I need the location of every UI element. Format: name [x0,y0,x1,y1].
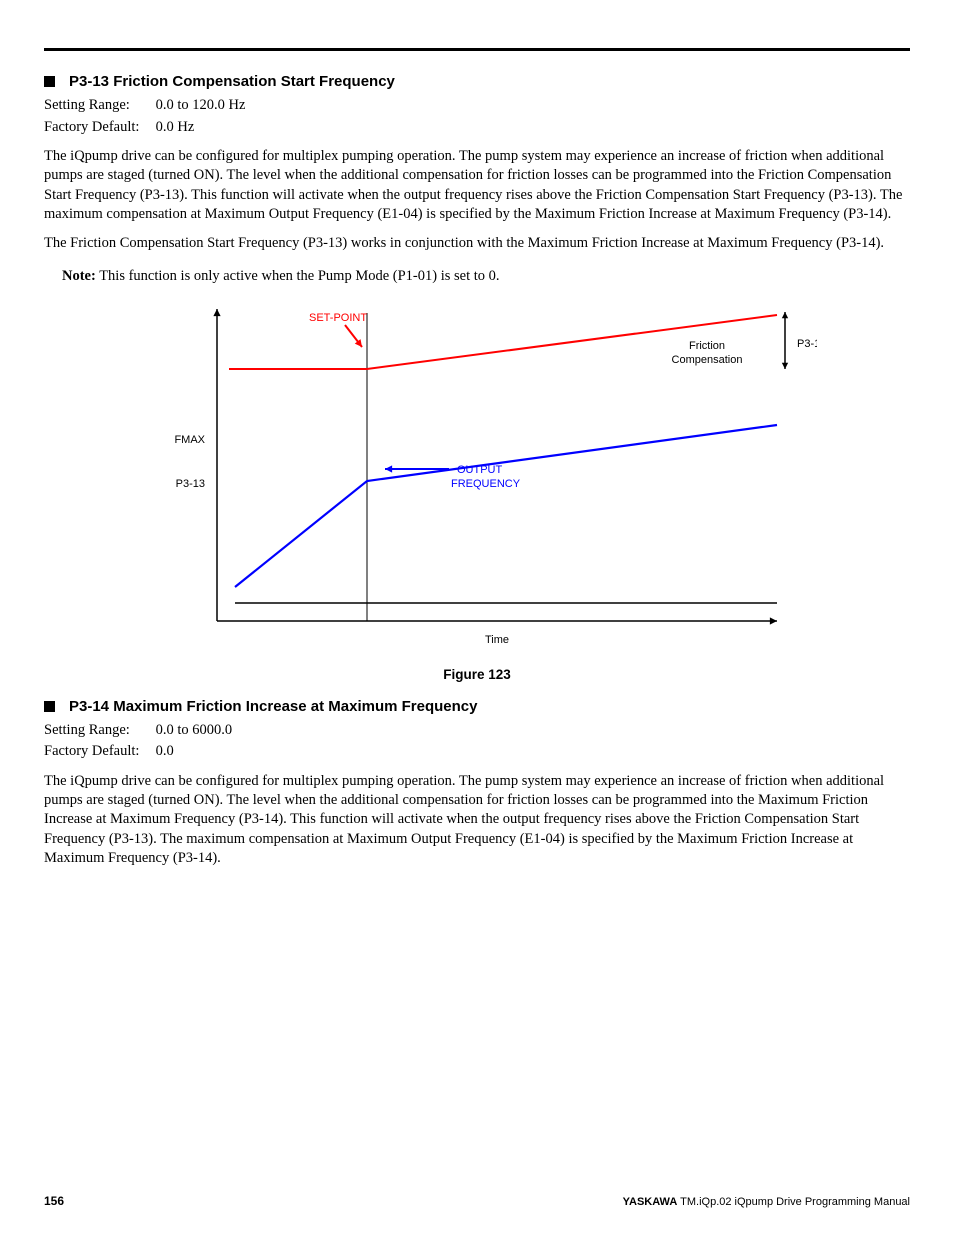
figure-123-wrap: SET-POINT OUTPUT FREQUENCY Friction Compensa… [44,291,910,661]
page-number: 156 [44,1194,64,1208]
factory-default-value: 0.0 [156,743,174,759]
svg-text:Friction: Friction [689,340,725,352]
note-row: Note: This function is only active when … [62,268,910,285]
note-text: This function is only active when the Pu… [96,268,500,284]
svg-text:P3-14: P3-14 [797,338,817,350]
setting-range-value: 0.0 to 6000.0 [156,722,233,738]
factory-default-label: Factory Default: [44,742,152,762]
top-rule [44,48,910,51]
setting-range-row: Setting Range: 0.0 to 120.0 Hz [44,96,910,116]
footer-brand: YASKAWA [623,1196,678,1208]
section-title-text: P3-14 Maximum Friction Increase at Maxim… [69,698,910,715]
footer-right: YASKAWA TM.iQp.02 iQpump Drive Programmi… [623,1194,910,1209]
svg-text:FREQUENCY: FREQUENCY [451,478,521,490]
factory-default-value: 0.0 Hz [156,119,195,135]
page-footer: 156 YASKAWA TM.iQp.02 iQpump Drive Progr… [44,1194,910,1209]
svg-text:SET-POINT: SET-POINT [309,312,367,324]
figure-123-chart: SET-POINT OUTPUT FREQUENCY Friction Compensa… [137,291,817,661]
section-title-p3-14: P3-14 Maximum Friction Increase at Maxim… [44,698,910,715]
section1-paragraph-1: The iQpump drive can be configured for m… [44,147,910,224]
factory-default-row: Factory Default: 0.0 [44,742,910,762]
svg-text:P3-13: P3-13 [176,478,205,490]
setting-range-label: Setting Range: [44,96,152,116]
setting-range-label: Setting Range: [44,721,152,741]
svg-text:OUTPUT: OUTPUT [457,464,503,476]
section-title-text: P3-13 Friction Compensation Start Freque… [69,73,910,90]
factory-default-label: Factory Default: [44,118,152,138]
svg-text:Time: Time [485,634,509,646]
note-label: Note: [62,268,96,284]
page-content: P3-13 Friction Compensation Start Freque… [44,48,910,1205]
section1-paragraph-2: The Friction Compensation Start Frequenc… [44,234,910,253]
section-title-p3-13: P3-13 Friction Compensation Start Freque… [44,73,910,90]
square-bullet-icon [44,76,55,87]
svg-text:Compensation: Compensation [672,354,743,366]
section2-paragraph-1: The iQpump drive can be configured for m… [44,772,910,868]
setting-range-value: 0.0 to 120.0 Hz [156,97,246,113]
svg-text:FMAX: FMAX [174,434,205,446]
figure-caption: Figure 123 [44,667,910,682]
square-bullet-icon [44,701,55,712]
setting-range-row: Setting Range: 0.0 to 6000.0 [44,721,910,741]
factory-default-row: Factory Default: 0.0 Hz [44,118,910,138]
footer-doc: TM.iQp.02 iQpump Drive Programming Manua… [677,1196,910,1208]
